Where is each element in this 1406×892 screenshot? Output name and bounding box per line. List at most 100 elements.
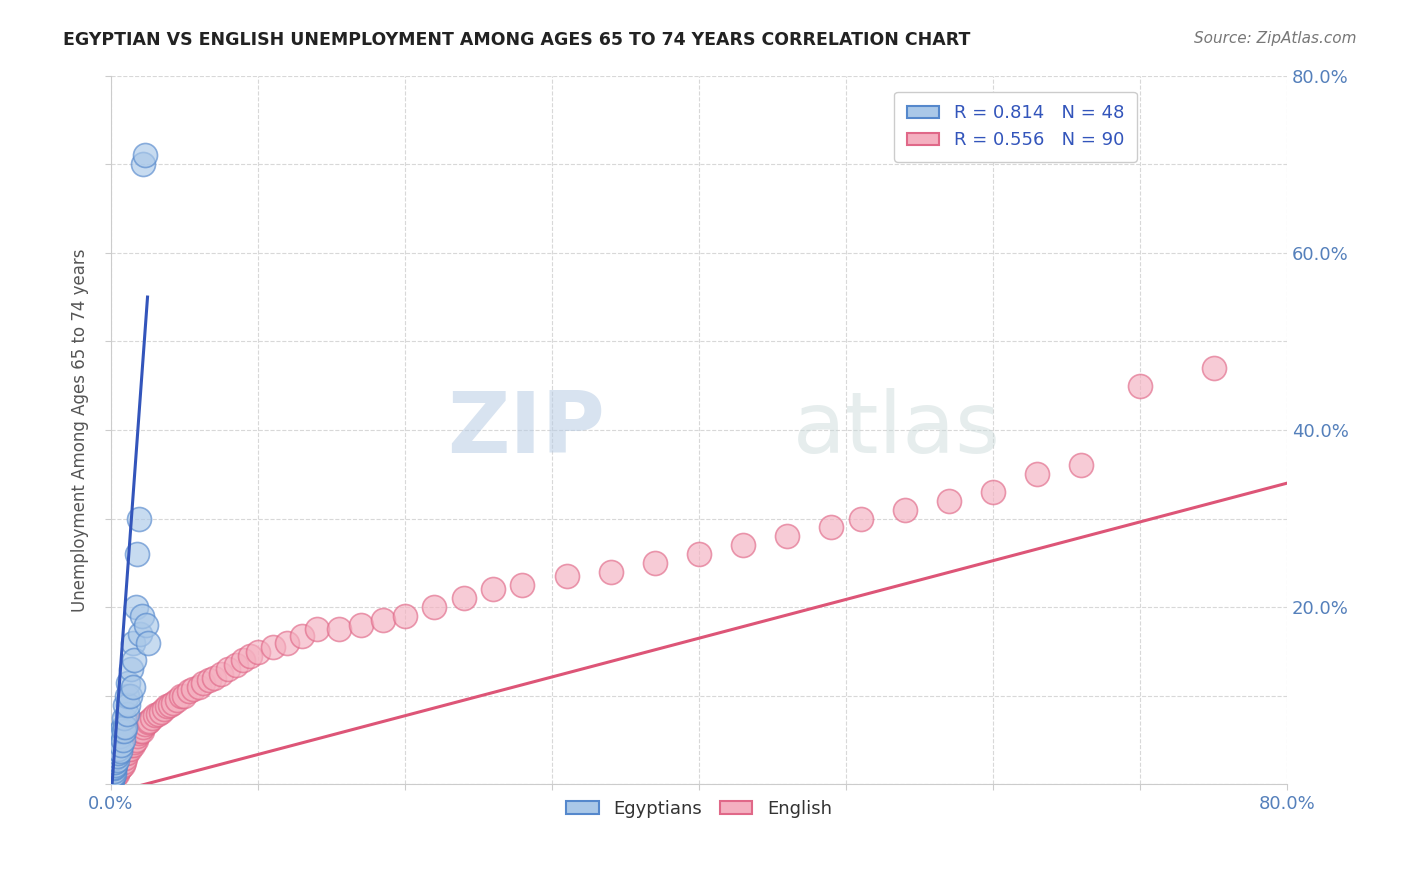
Point (132, 720, 155, 734)
Point (555, 569, 578, 583)
Point (350, 618, 373, 632)
Y-axis label: Unemployment Among Ages 65 to 74 years: Unemployment Among Ages 65 to 74 years (72, 248, 89, 612)
Point (112, 756, 135, 770)
Point (262, 640, 284, 654)
Point (820, 520, 842, 534)
Point (305, 623, 328, 637)
Point (121, 738, 143, 752)
Point (101, 771, 124, 785)
Legend: Egyptians, English: Egyptians, English (558, 793, 839, 825)
Point (136, 715, 159, 730)
Point (108, 756, 131, 770)
Point (104, 747, 127, 761)
Point (120, 662, 142, 676)
Point (101, 772, 124, 787)
Point (101, 774, 124, 789)
Point (129, 627, 152, 641)
Point (104, 764, 127, 779)
Point (938, 494, 960, 508)
Point (1026, 467, 1049, 482)
Point (131, 609, 153, 624)
Point (644, 556, 666, 570)
Point (114, 747, 136, 761)
Point (108, 744, 131, 758)
Point (124, 735, 146, 749)
Point (111, 720, 134, 734)
Point (423, 600, 446, 615)
Point (101, 772, 124, 787)
Point (115, 747, 138, 761)
Point (173, 689, 195, 703)
Point (107, 742, 129, 756)
Point (209, 666, 232, 681)
Point (894, 502, 917, 516)
Point (217, 662, 239, 676)
Point (482, 582, 505, 597)
Point (104, 768, 127, 782)
Point (246, 644, 269, 658)
Point (138, 714, 160, 728)
Point (114, 751, 136, 765)
Point (177, 684, 200, 698)
Point (111, 751, 134, 765)
Point (146, 706, 169, 721)
Point (110, 724, 132, 739)
Point (103, 762, 125, 776)
Point (131, 724, 153, 739)
Point (232, 653, 254, 667)
Point (101, 768, 124, 782)
Point (132, 157, 155, 171)
Point (134, 717, 156, 731)
Text: EGYPTIAN VS ENGLISH UNEMPLOYMENT AMONG AGES 65 TO 74 YEARS CORRELATION CHART: EGYPTIAN VS ENGLISH UNEMPLOYMENT AMONG A… (63, 31, 970, 49)
Point (125, 600, 148, 615)
Point (136, 635, 159, 649)
Point (105, 766, 128, 780)
Point (1202, 360, 1225, 375)
Point (105, 742, 128, 756)
Point (103, 766, 125, 780)
Point (103, 764, 125, 779)
Point (162, 696, 184, 710)
Point (149, 705, 172, 719)
Point (291, 629, 314, 643)
Point (849, 511, 872, 525)
Point (110, 738, 132, 752)
Point (128, 726, 150, 740)
Point (124, 653, 146, 667)
Point (371, 614, 394, 628)
Point (453, 591, 475, 606)
Point (117, 742, 139, 756)
Point (128, 511, 150, 525)
Point (104, 758, 127, 772)
Point (776, 529, 799, 543)
Point (110, 760, 132, 774)
Point (104, 751, 127, 765)
Point (108, 762, 131, 776)
Point (101, 771, 124, 785)
Point (125, 733, 148, 747)
Point (101, 772, 124, 787)
Point (152, 702, 174, 716)
Point (108, 729, 131, 743)
Point (110, 753, 132, 767)
Point (129, 724, 152, 739)
Point (135, 618, 157, 632)
Point (103, 760, 125, 774)
Point (101, 768, 124, 782)
Point (328, 623, 350, 637)
Point (105, 753, 128, 767)
Point (166, 693, 188, 707)
Point (225, 657, 247, 672)
Point (181, 681, 204, 696)
Point (120, 738, 142, 752)
Point (107, 733, 129, 747)
Point (121, 680, 143, 694)
Point (117, 698, 139, 712)
Point (159, 698, 181, 712)
Point (112, 724, 135, 739)
Point (731, 538, 754, 552)
Point (112, 711, 135, 725)
Point (111, 733, 134, 747)
Point (127, 729, 149, 743)
Point (202, 671, 225, 685)
